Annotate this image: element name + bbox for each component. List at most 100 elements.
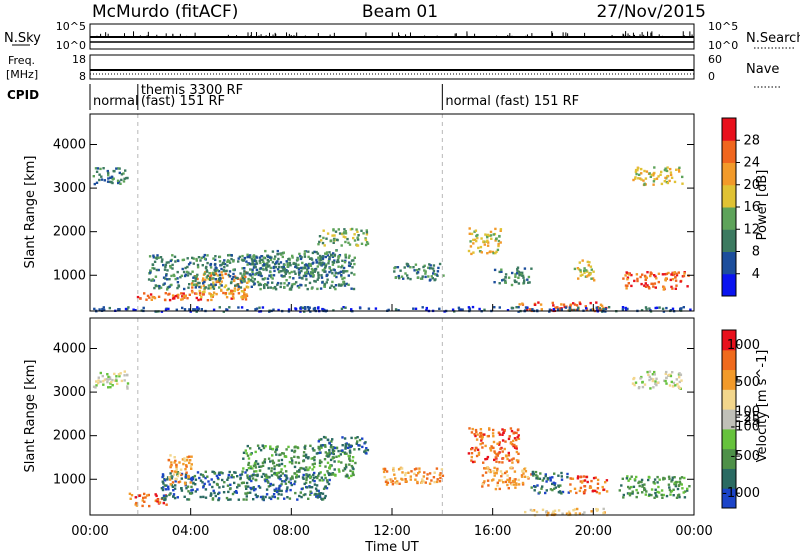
rti-cell <box>255 470 258 473</box>
rti-cell <box>557 491 561 494</box>
rti-cell <box>622 277 625 280</box>
rti-cell <box>515 272 519 275</box>
rti-cell <box>520 475 524 478</box>
rti-cell <box>271 454 274 457</box>
rti-cell <box>218 473 221 476</box>
rti-cell <box>474 428 478 432</box>
rti-cell <box>630 485 633 489</box>
rti-cell <box>265 263 269 266</box>
rti-cell <box>290 483 293 487</box>
rti-cell <box>302 274 306 278</box>
rti-cell <box>232 476 235 479</box>
rti-cell <box>504 480 508 484</box>
rti-cell <box>210 283 213 286</box>
rti-cell <box>163 282 166 285</box>
rti-cell <box>303 250 307 253</box>
rti-cell <box>184 475 187 478</box>
rti-cell <box>233 275 237 278</box>
rti-cell <box>293 446 296 449</box>
rti-cell <box>296 256 299 260</box>
rti-cell <box>477 246 480 250</box>
rti-cell <box>261 277 264 281</box>
rti-cell <box>353 273 356 276</box>
rti-cell <box>242 295 246 298</box>
rti-cell <box>216 476 220 480</box>
rti-cell <box>294 262 297 265</box>
rti-cell <box>643 183 646 186</box>
rti-cell <box>284 270 287 273</box>
rti-cell <box>340 307 344 310</box>
rti-cell <box>364 441 367 444</box>
rti-cell <box>117 308 120 311</box>
rti-cell <box>493 471 496 475</box>
rti-cell <box>99 167 102 171</box>
rti-cell <box>249 465 252 468</box>
rti-cell <box>494 251 497 255</box>
colorbar-frame <box>721 329 737 509</box>
rti-cell <box>394 308 398 311</box>
rti-cell <box>237 483 240 486</box>
rti-cell <box>305 278 308 281</box>
rti-cell <box>649 274 652 277</box>
rti-cell <box>214 283 217 286</box>
rti-cell <box>204 271 207 274</box>
rti-cell <box>254 461 257 464</box>
rti-cell <box>230 474 234 477</box>
rti-cell <box>404 479 407 483</box>
rti-cell <box>631 382 635 385</box>
sky-panel: N.Sky 10^5 10^0 10^5 10^0 N.Search <box>4 20 800 52</box>
rti-cell <box>209 293 212 296</box>
rti-cell <box>170 475 173 478</box>
rti-cell <box>253 259 256 263</box>
rti-cell <box>668 384 672 387</box>
rti-cell <box>636 279 639 283</box>
rti-cell <box>396 266 400 269</box>
rti-cell <box>500 475 503 478</box>
rti-cell <box>586 480 589 484</box>
rti-cell <box>148 255 152 258</box>
rti-cell <box>416 276 420 279</box>
rti-cell <box>164 277 167 280</box>
rti-cell <box>423 264 426 267</box>
rti-cell <box>162 474 165 477</box>
rti-cell <box>343 261 347 264</box>
rti-cell <box>554 306 557 309</box>
rti-cell <box>341 436 344 439</box>
rti-cell <box>243 270 246 273</box>
power-frame <box>89 113 695 312</box>
rti-cell <box>344 443 347 446</box>
rti-cell <box>658 478 661 481</box>
rti-cell <box>632 178 635 182</box>
rti-cell <box>676 494 680 497</box>
rti-cell <box>347 476 351 480</box>
rti-cell <box>498 433 502 436</box>
rti-cell <box>341 449 344 452</box>
rti-cell <box>319 263 322 266</box>
rti-cell <box>343 451 347 454</box>
y-tick-label: 2000 <box>53 225 86 240</box>
rti-cell <box>184 273 187 276</box>
beam-title: Beam 01 <box>362 2 438 22</box>
rti-cell <box>154 493 157 496</box>
rti-cell <box>499 228 503 231</box>
rti-cell <box>427 266 430 269</box>
rti-cell <box>329 286 332 289</box>
colorbar-tick-label: 8 <box>752 245 760 260</box>
velocity-ylabel: Slant Range [km] <box>23 360 38 473</box>
rti-cell <box>175 308 178 311</box>
rti-cell <box>474 446 478 450</box>
rti-cell <box>639 275 642 279</box>
rti-cell <box>270 467 273 470</box>
rti-cell <box>169 464 173 468</box>
rti-cell <box>344 232 348 235</box>
rti-cell <box>523 475 527 478</box>
rti-cell <box>183 296 186 299</box>
rti-cell <box>202 484 205 488</box>
rti-cell <box>189 310 192 313</box>
rti-cell <box>329 269 333 272</box>
rti-cell <box>167 485 170 488</box>
rti-cell <box>174 277 177 281</box>
rti-cell <box>484 471 488 474</box>
rti-cell <box>347 454 350 458</box>
